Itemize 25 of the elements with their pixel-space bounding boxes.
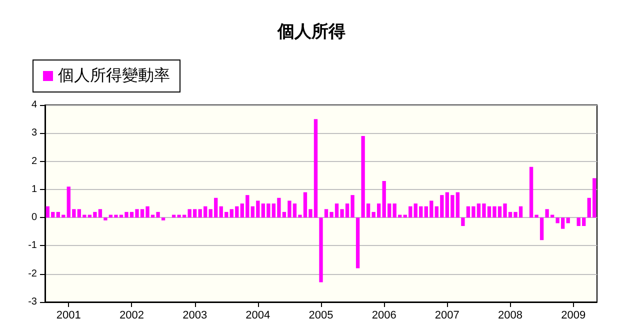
bar [161, 218, 166, 220]
x-tick-label: 2009 [561, 310, 586, 322]
y-tick-label: 1 [31, 184, 38, 195]
y-tick-label: 2 [31, 156, 38, 167]
y-tick-label: 3 [31, 128, 38, 139]
x-tick-label: 2003 [182, 310, 208, 322]
x-tick-label: 2006 [372, 310, 396, 322]
bar [540, 218, 544, 240]
y-tick-label: -2 [28, 268, 38, 280]
bar [356, 218, 360, 268]
x-tick-label: 2005 [308, 310, 334, 322]
chart-title: 個人所得 [276, 22, 346, 41]
y-tick-label: -3 [28, 296, 38, 308]
legend-label: 個人所得變動率 [58, 66, 170, 84]
x-tick-label: 2007 [434, 310, 460, 322]
y-tick-label: 4 [31, 100, 38, 110]
x-tick-label: 2001 [56, 310, 81, 322]
bar [461, 218, 465, 226]
bar [319, 218, 323, 282]
x-tick-label: 2004 [246, 310, 270, 322]
x-tick-label: 2002 [120, 310, 144, 322]
y-tick-label: -1 [28, 240, 38, 252]
bar [104, 218, 108, 220]
y-tick-label: 0 [31, 212, 38, 224]
x-tick-label: 2008 [498, 310, 522, 322]
